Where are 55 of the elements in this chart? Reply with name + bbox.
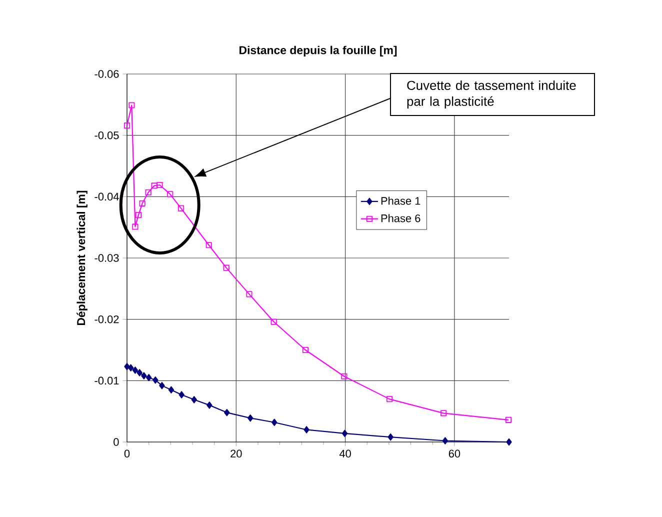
point: [135, 212, 142, 218]
point: [341, 373, 348, 380]
point: [206, 402, 212, 409]
y-tick-label: -0.05: [94, 131, 119, 140]
point: [442, 437, 448, 444]
point: [152, 376, 158, 384]
y-tick-label: -0.01: [94, 376, 119, 385]
point: [132, 224, 138, 230]
point: [506, 438, 512, 446]
point: [223, 264, 230, 271]
x-tick-label: 0: [124, 450, 130, 458]
point: [146, 374, 152, 382]
point: [124, 362, 130, 370]
point: [440, 410, 447, 416]
point: [139, 200, 146, 206]
y-tick-label: 0: [114, 438, 119, 446]
point: [304, 426, 310, 434]
point: [272, 418, 278, 426]
point: [302, 346, 308, 354]
point: [168, 386, 174, 394]
point: [191, 396, 197, 404]
x-tick-label: 20: [230, 450, 242, 458]
point: [178, 391, 184, 398]
legend-label: Phase 6: [381, 214, 420, 222]
point: [270, 318, 277, 325]
annotation: Cuvette de tassement induite par la plasticité: [407, 80, 576, 108]
point: [386, 396, 393, 402]
y-axis-title: Déplacement vertical [m]: [76, 190, 88, 326]
point: [156, 182, 163, 188]
point: [246, 291, 252, 298]
point: [167, 191, 174, 198]
point: [178, 205, 184, 212]
point: [388, 433, 394, 441]
point: [124, 122, 130, 129]
legend-label: Phase 1: [381, 196, 420, 205]
point: [128, 102, 135, 108]
chart-title: Distance depuis la fouille [m]: [240, 46, 397, 56]
point: [132, 366, 138, 374]
point: [141, 372, 147, 380]
point: [151, 182, 158, 189]
point: [136, 369, 142, 376]
point: [342, 430, 348, 438]
x-tick-label: 60: [448, 450, 460, 458]
point: [247, 414, 254, 422]
point: [145, 189, 152, 196]
y-tick-label: -0.03: [94, 254, 119, 262]
point: [206, 242, 212, 248]
point: [159, 382, 165, 390]
point: [128, 364, 134, 372]
y-tick-label: -0.02: [94, 315, 119, 324]
x-tick-label: 40: [339, 450, 351, 458]
y-tick-label: -0.04: [94, 192, 119, 201]
point: [505, 416, 512, 423]
y-tick-label: -0.06: [94, 70, 119, 78]
point: [224, 408, 230, 416]
